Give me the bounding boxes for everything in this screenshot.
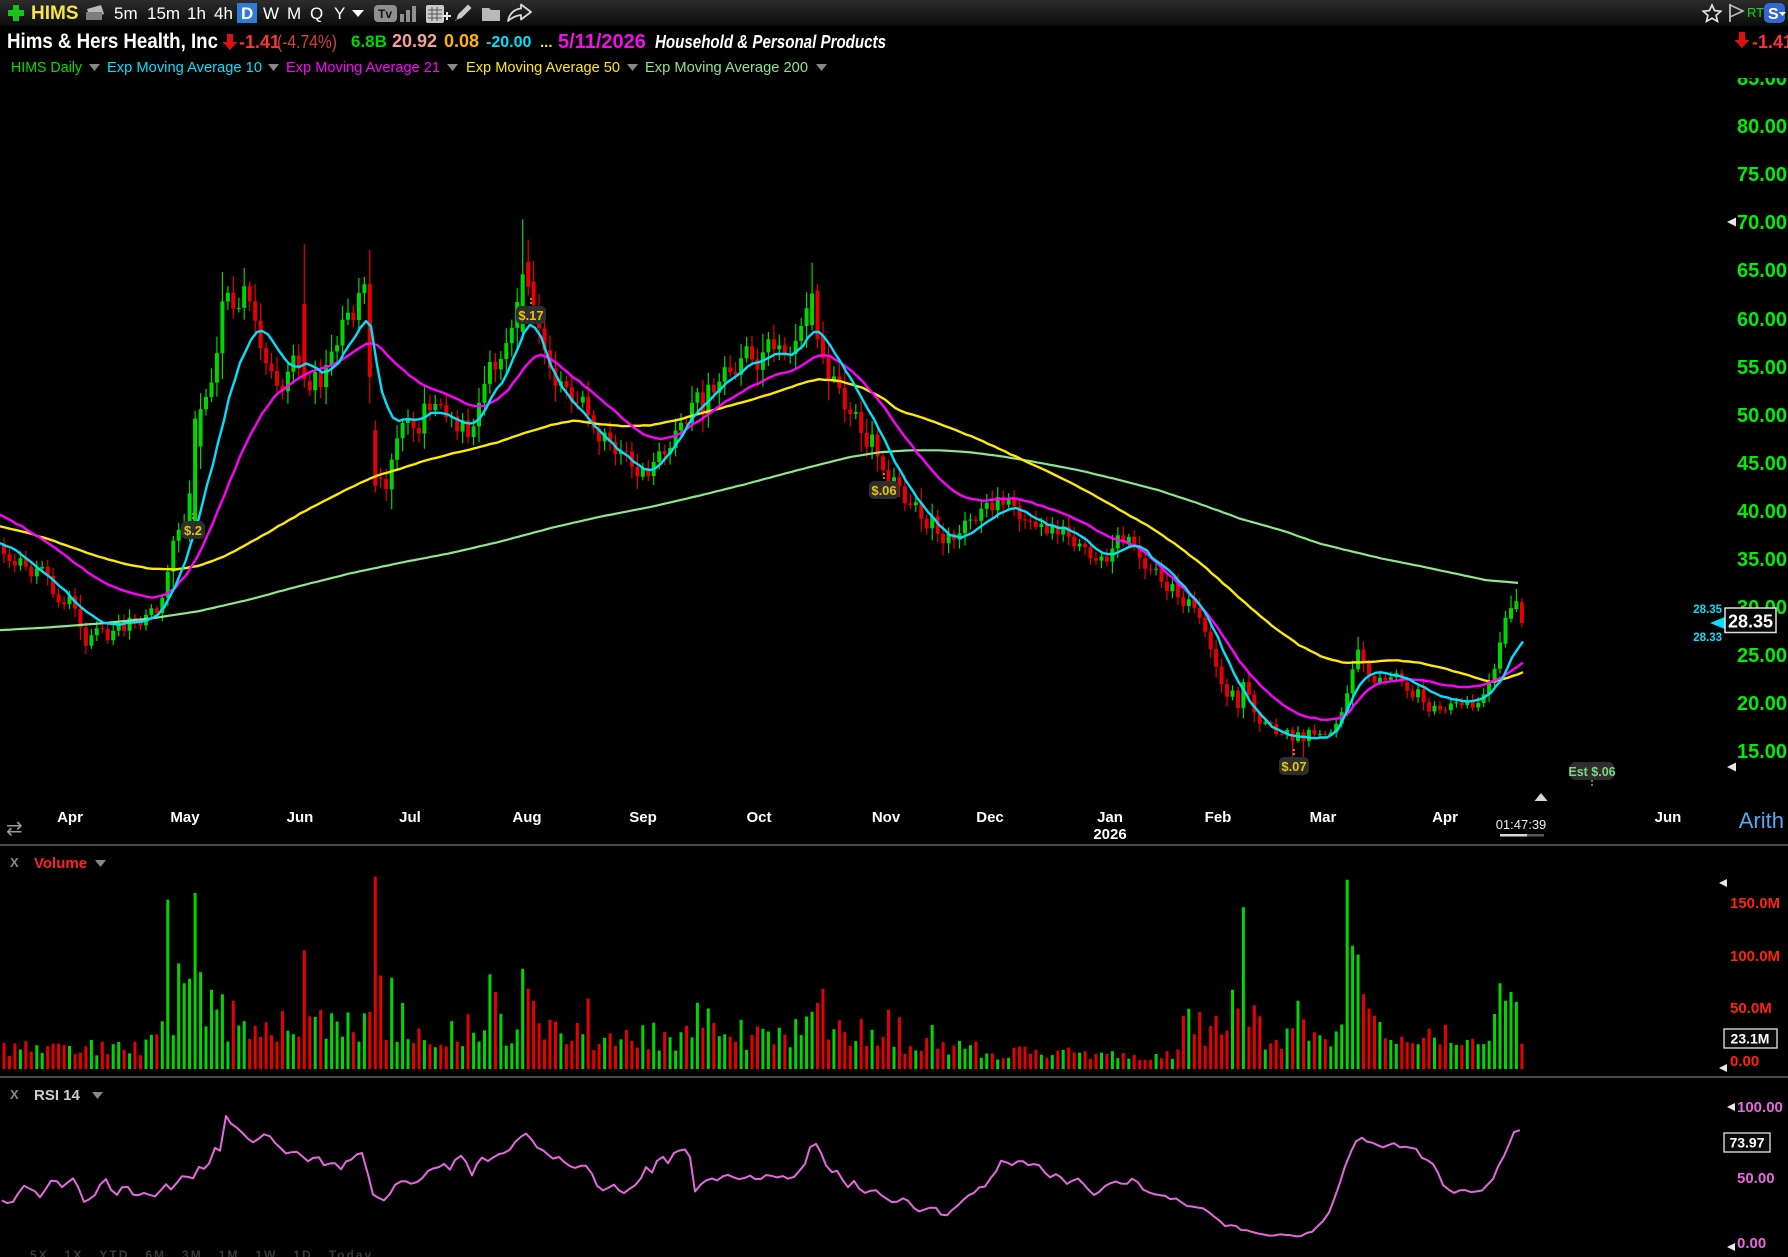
svg-text:45.00: 45.00 xyxy=(1737,453,1787,475)
svg-text:-1.41: -1.41 xyxy=(239,32,280,52)
svg-text:$.07: $.07 xyxy=(1281,759,1306,774)
svg-text:73.97: 73.97 xyxy=(1729,1135,1764,1151)
svg-text:Hims & Hers Health, Inc: Hims & Hers Health, Inc xyxy=(7,30,218,53)
svg-text:Y: Y xyxy=(334,4,345,23)
svg-text:RSI 14: RSI 14 xyxy=(34,1087,81,1104)
svg-text:⇄: ⇄ xyxy=(6,818,23,840)
svg-text:Sep: Sep xyxy=(629,809,657,826)
svg-text:Dec: Dec xyxy=(976,809,1004,826)
svg-text:Jun: Jun xyxy=(1655,809,1682,826)
svg-text:0.00: 0.00 xyxy=(1737,1235,1766,1252)
svg-text:23.1M: 23.1M xyxy=(1731,1031,1770,1047)
svg-text:X: X xyxy=(10,855,19,870)
svg-text:20.00: 20.00 xyxy=(1737,693,1787,715)
svg-text:50.00: 50.00 xyxy=(1737,1170,1775,1187)
svg-text:5m: 5m xyxy=(114,4,138,23)
svg-text:May: May xyxy=(170,809,200,826)
svg-text:28.35: 28.35 xyxy=(1693,604,1722,616)
svg-text:$.17: $.17 xyxy=(518,308,543,323)
svg-text:Volume: Volume xyxy=(34,855,87,872)
svg-text:15m: 15m xyxy=(147,4,180,23)
svg-text:100.0M: 100.0M xyxy=(1730,948,1780,965)
svg-text:$.06: $.06 xyxy=(871,483,896,498)
svg-text:-1.41: -1.41 xyxy=(1752,32,1788,52)
svg-text:0.00: 0.00 xyxy=(1730,1053,1759,1070)
svg-text:6.8B: 6.8B xyxy=(351,32,387,51)
svg-text:Feb: Feb xyxy=(1205,809,1232,826)
svg-text:60.00: 60.00 xyxy=(1737,309,1787,331)
svg-text:Apr: Apr xyxy=(1432,809,1458,826)
svg-text:Exp Moving Average 10: Exp Moving Average 10 xyxy=(107,59,262,76)
svg-text:Exp Moving Average 50: Exp Moving Average 50 xyxy=(466,59,620,76)
svg-text:4h: 4h xyxy=(214,4,233,23)
svg-text:Apr: Apr xyxy=(57,809,83,826)
svg-text:40.00: 40.00 xyxy=(1737,501,1787,523)
svg-text:1h: 1h xyxy=(187,4,206,23)
svg-text:Exp Moving Average 200: Exp Moving Average 200 xyxy=(645,59,808,76)
svg-text:25.00: 25.00 xyxy=(1737,645,1787,667)
svg-text:Household & Personal Products: Household & Personal Products xyxy=(655,32,886,52)
svg-text:RT: RT xyxy=(1747,5,1764,20)
svg-text:Mar: Mar xyxy=(1310,809,1337,826)
svg-text:HIMS: HIMS xyxy=(31,3,79,24)
svg-text:Jul: Jul xyxy=(399,809,421,826)
svg-text:Jan: Jan xyxy=(1097,809,1123,826)
svg-text:55.00: 55.00 xyxy=(1737,357,1787,379)
svg-text:50.00: 50.00 xyxy=(1737,405,1787,427)
svg-text:Aug: Aug xyxy=(512,809,541,826)
svg-text:5X 1X YTD 6M 3M 1M: 5X 1X YTD 6M 3M 1M 1W 1D Today xyxy=(30,1248,373,1257)
svg-text:Exp Moving Average 21: Exp Moving Average 21 xyxy=(286,59,440,76)
svg-text:$.2: $.2 xyxy=(184,523,202,538)
svg-text:28.33: 28.33 xyxy=(1693,632,1722,644)
svg-text:Oct: Oct xyxy=(746,809,771,826)
svg-text:S: S xyxy=(1768,6,1779,23)
svg-text:28.35: 28.35 xyxy=(1728,612,1773,632)
svg-text:Nov: Nov xyxy=(872,809,901,826)
svg-text:20.92: 20.92 xyxy=(392,31,437,51)
svg-text:(-4.74%): (-4.74%) xyxy=(277,32,337,52)
svg-text:01:47:39: 01:47:39 xyxy=(1496,817,1547,832)
svg-text:X: X xyxy=(10,1087,19,1102)
svg-text:65.00: 65.00 xyxy=(1737,260,1787,282)
svg-text:70.00: 70.00 xyxy=(1737,212,1787,234)
svg-text:Jun: Jun xyxy=(287,809,314,826)
svg-text:35.00: 35.00 xyxy=(1737,549,1787,571)
svg-text:100.00: 100.00 xyxy=(1737,1099,1783,1116)
svg-text:80.00: 80.00 xyxy=(1737,116,1787,138)
svg-text:15.00: 15.00 xyxy=(1737,741,1787,763)
svg-text:-20.00: -20.00 xyxy=(486,34,531,51)
svg-text:2026: 2026 xyxy=(1093,826,1126,843)
svg-text:Est $.06: Est $.06 xyxy=(1568,765,1615,779)
svg-text:5/11/2026: 5/11/2026 xyxy=(558,31,646,53)
svg-text:D: D xyxy=(241,4,253,23)
svg-text:50.0M: 50.0M xyxy=(1730,1000,1772,1017)
svg-text:M: M xyxy=(287,4,301,23)
svg-text:Tv: Tv xyxy=(378,7,392,21)
svg-text:0.08: 0.08 xyxy=(444,31,479,51)
svg-text:Q: Q xyxy=(310,4,323,23)
svg-text:...: ... xyxy=(540,34,553,51)
svg-text:HIMS Daily: HIMS Daily xyxy=(11,59,82,76)
svg-text:W: W xyxy=(263,4,279,23)
svg-text:75.00: 75.00 xyxy=(1737,164,1787,186)
svg-text:150.0M: 150.0M xyxy=(1730,895,1780,912)
